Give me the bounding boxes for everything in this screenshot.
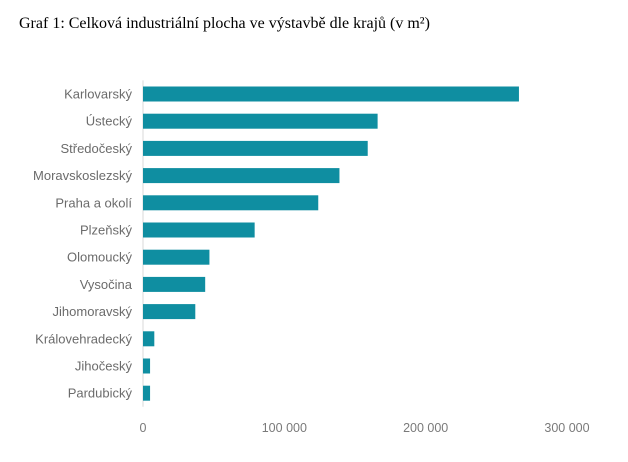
category-label: Ústecký (86, 114, 133, 129)
x-tick-label: 300 000 (544, 421, 589, 435)
x-tick-label: 200 000 (403, 421, 448, 435)
category-label: Praha a okolí (55, 195, 132, 210)
bar-3 (143, 168, 340, 184)
bar-7 (143, 276, 206, 292)
bar-4 (143, 195, 319, 211)
x-tick-label: 100 000 (262, 421, 307, 435)
category-label: Královehradecký (35, 331, 132, 346)
category-label: Karlovarský (64, 87, 132, 102)
x-tick-labels-group: 0 100 000 200 000 300 000 (140, 421, 590, 435)
bar-6 (143, 249, 210, 265)
category-label: Jihomoravský (53, 304, 133, 319)
bar-1 (143, 113, 378, 129)
category-label: Pardubický (68, 386, 133, 401)
category-label: Jihočeský (75, 359, 133, 374)
bar-8 (143, 304, 196, 320)
x-tick-label: 0 (140, 421, 147, 435)
bar-10 (143, 358, 151, 374)
bar-11 (143, 385, 151, 401)
category-label: Olomoucký (67, 250, 133, 265)
category-label: Moravskoslezský (33, 168, 132, 183)
chart-title: Graf 1: Celková industriální plocha ve v… (19, 15, 430, 32)
category-label: Plzeňský (80, 223, 133, 238)
bar-2 (143, 140, 368, 156)
bar-5 (143, 222, 255, 238)
bars-group (143, 86, 519, 401)
category-label: Vysočina (80, 277, 133, 292)
bar-9 (143, 331, 155, 347)
category-labels-group: Karlovarský Ústecký Středočeský Moravskosle… (33, 87, 133, 401)
category-label: Středočeský (60, 141, 132, 156)
bar-0 (143, 86, 519, 102)
